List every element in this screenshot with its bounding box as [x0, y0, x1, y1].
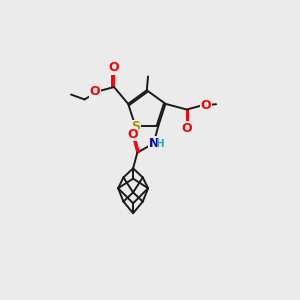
Text: O: O [90, 85, 100, 98]
Text: O: O [109, 61, 119, 74]
Text: O: O [127, 128, 138, 140]
Text: N: N [148, 137, 159, 150]
Text: O: O [182, 122, 192, 135]
Text: O: O [200, 99, 211, 112]
Text: S: S [131, 121, 140, 134]
Text: H: H [156, 140, 165, 149]
